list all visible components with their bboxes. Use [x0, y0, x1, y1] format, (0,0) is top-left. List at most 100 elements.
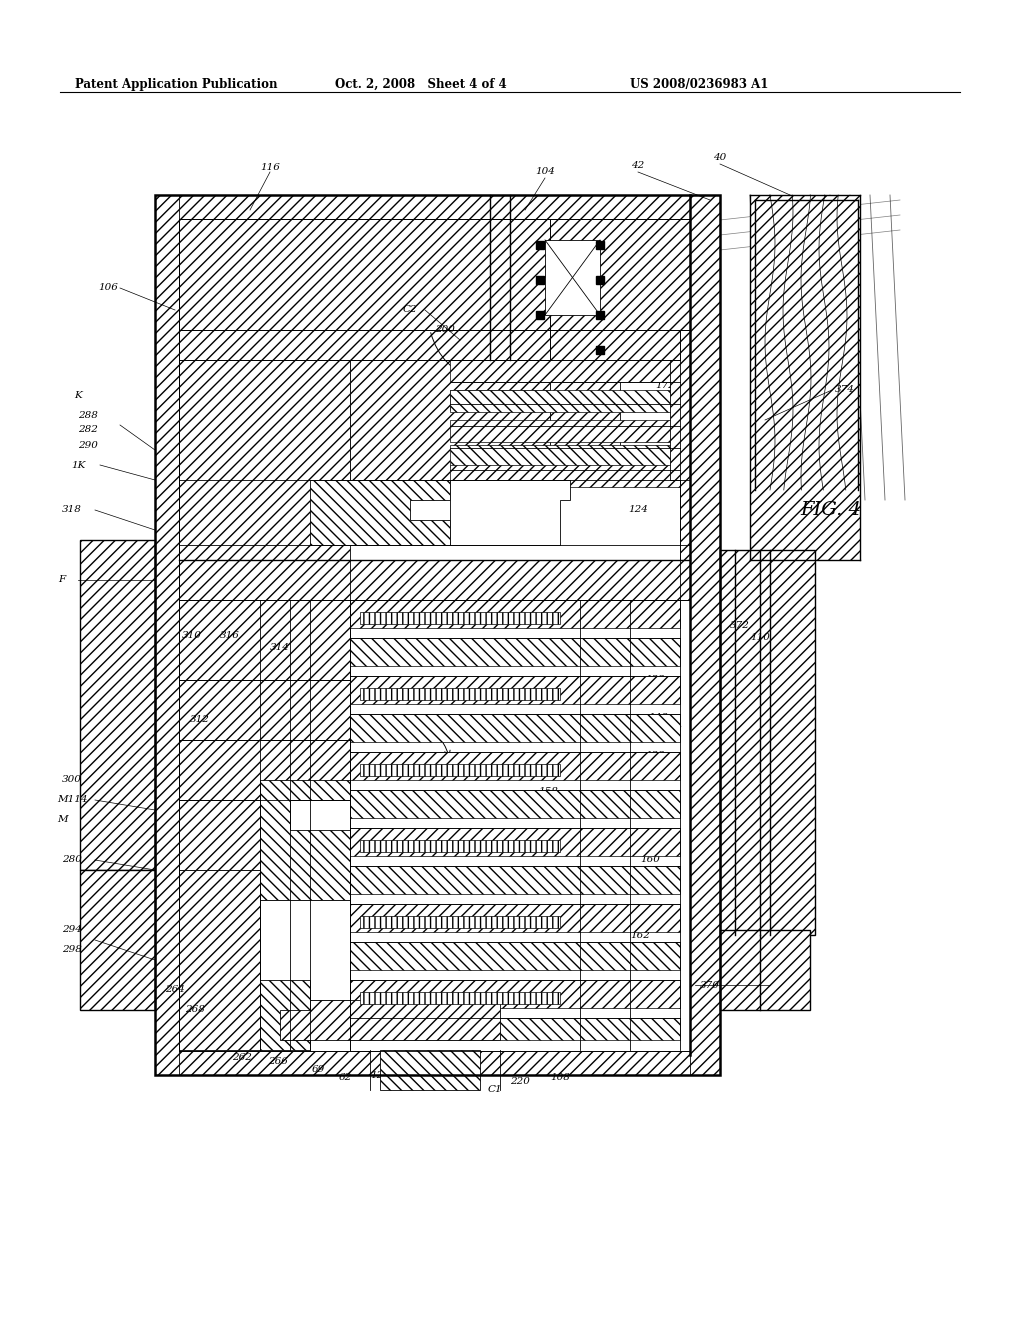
Bar	[720, 931, 810, 1010]
Bar	[450, 420, 680, 442]
Bar	[155, 195, 720, 1074]
Text: 372: 372	[730, 620, 750, 630]
Polygon shape	[179, 800, 260, 870]
Text: 106: 106	[98, 284, 118, 293]
Text: 108: 108	[570, 983, 590, 993]
Text: 307: 307	[655, 470, 675, 479]
Bar	[350, 601, 680, 628]
Text: 306: 306	[648, 455, 668, 465]
Text: 154: 154	[335, 511, 355, 520]
Bar	[350, 904, 680, 932]
Text: C2: C2	[402, 305, 418, 314]
Bar	[350, 638, 680, 667]
Text: 288: 288	[78, 411, 98, 420]
Polygon shape	[155, 1051, 720, 1074]
Text: 298: 298	[62, 945, 82, 954]
Polygon shape	[750, 195, 860, 560]
Polygon shape	[179, 741, 350, 800]
Text: 268: 268	[185, 1006, 205, 1015]
Text: 164: 164	[640, 911, 659, 920]
Text: 290: 290	[78, 441, 98, 450]
Bar	[350, 828, 680, 855]
Bar	[360, 764, 560, 776]
Bar	[536, 276, 544, 284]
Text: 312: 312	[190, 715, 210, 725]
Text: 116: 116	[260, 162, 280, 172]
Text: 122: 122	[645, 751, 665, 760]
Bar	[360, 916, 560, 928]
Text: 168: 168	[638, 771, 658, 780]
Polygon shape	[550, 219, 690, 330]
Polygon shape	[260, 1001, 500, 1040]
Polygon shape	[550, 330, 690, 459]
Text: 158: 158	[538, 788, 558, 796]
Polygon shape	[179, 601, 350, 680]
Bar	[360, 993, 560, 1005]
Polygon shape	[179, 870, 260, 1049]
Bar	[360, 688, 560, 700]
Text: 300: 300	[62, 776, 82, 784]
Text: 156: 156	[318, 495, 338, 504]
Text: M114: M114	[56, 796, 87, 804]
Text: 262: 262	[232, 1053, 252, 1063]
Text: 40: 40	[714, 153, 727, 162]
Bar	[450, 465, 680, 487]
Polygon shape	[155, 195, 720, 219]
Bar	[596, 312, 604, 319]
Text: 42: 42	[632, 161, 645, 169]
Bar	[596, 242, 604, 249]
Text: FIG. 4: FIG. 4	[800, 502, 861, 519]
Text: 370: 370	[700, 981, 720, 990]
Polygon shape	[80, 870, 155, 1010]
Text: 294: 294	[62, 925, 82, 935]
Text: 122: 122	[645, 676, 665, 685]
Text: 160: 160	[640, 855, 659, 865]
Bar	[350, 752, 680, 780]
Polygon shape	[80, 540, 155, 870]
Bar	[545, 240, 600, 315]
Text: 162: 162	[630, 836, 650, 845]
Text: 220: 220	[510, 1077, 530, 1086]
Polygon shape	[260, 780, 350, 900]
Text: 140: 140	[550, 771, 570, 780]
Text: C1: C1	[487, 1085, 503, 1094]
Bar	[360, 840, 560, 851]
Bar	[350, 1018, 680, 1040]
Text: 180: 180	[430, 1077, 450, 1086]
Polygon shape	[350, 360, 550, 480]
Bar	[596, 276, 604, 284]
Polygon shape	[179, 330, 550, 360]
Text: M: M	[56, 816, 68, 825]
Polygon shape	[179, 560, 690, 601]
Text: 124: 124	[658, 425, 678, 434]
Polygon shape	[670, 330, 690, 560]
Text: 172: 172	[655, 380, 675, 389]
Polygon shape	[179, 360, 350, 560]
Text: 140: 140	[455, 1081, 475, 1090]
Polygon shape	[690, 195, 720, 1074]
Text: 122: 122	[370, 1071, 390, 1080]
Text: F: F	[58, 576, 66, 585]
Bar	[536, 312, 544, 319]
Text: 124: 124	[628, 506, 648, 515]
Polygon shape	[179, 680, 350, 741]
Text: 69: 69	[311, 1065, 325, 1074]
Polygon shape	[310, 480, 450, 545]
Text: Patent Application Publication: Patent Application Publication	[75, 78, 278, 91]
Polygon shape	[720, 550, 815, 935]
Polygon shape	[260, 979, 310, 1049]
Bar	[360, 612, 560, 624]
Text: US 2008/0236983 A1: US 2008/0236983 A1	[630, 78, 768, 91]
Polygon shape	[260, 900, 350, 1001]
Bar	[350, 789, 680, 818]
Polygon shape	[179, 219, 690, 330]
Polygon shape	[155, 195, 179, 1074]
Polygon shape	[450, 480, 570, 545]
Text: 168: 168	[638, 696, 658, 705]
Text: 316: 316	[220, 631, 240, 639]
Polygon shape	[380, 1049, 480, 1090]
Text: 266: 266	[268, 1057, 288, 1067]
Text: 1K: 1K	[71, 461, 85, 470]
Bar	[350, 866, 680, 894]
Text: 110: 110	[750, 634, 770, 643]
